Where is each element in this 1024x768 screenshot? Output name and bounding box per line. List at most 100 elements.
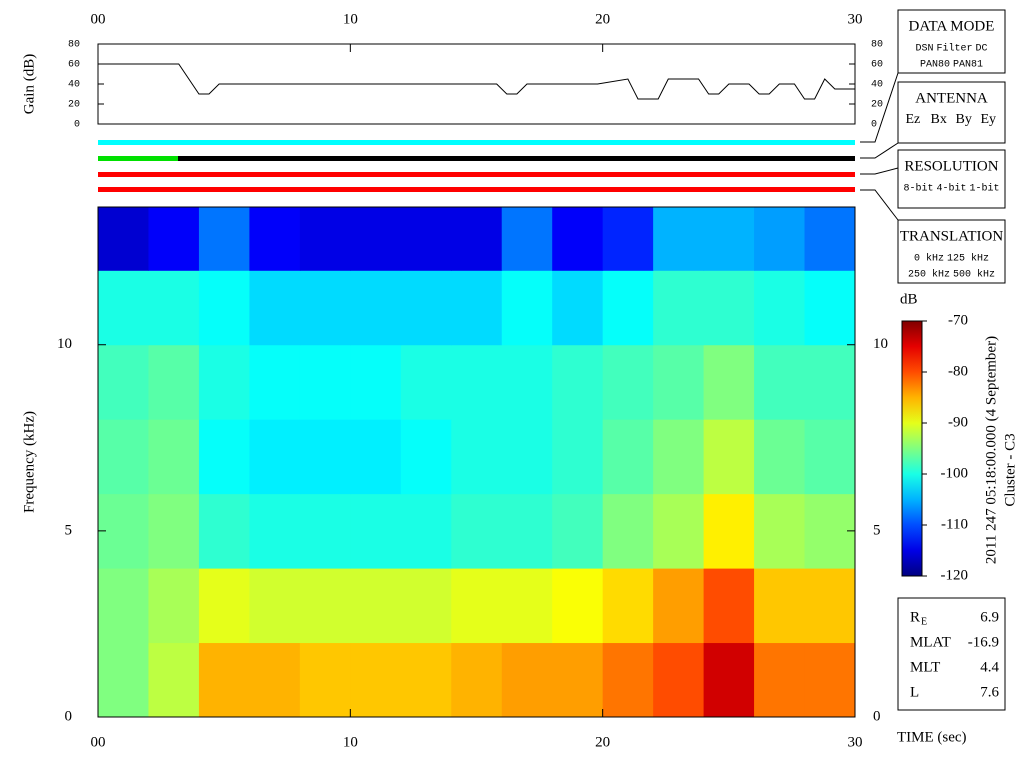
status-bar xyxy=(98,187,855,192)
heat-cell xyxy=(552,642,604,718)
heat-cell xyxy=(754,493,806,569)
heat-cell xyxy=(249,419,301,495)
x-tick-label: 10 xyxy=(343,11,358,27)
panel-title: TRANSLATION xyxy=(900,228,1003,244)
x-axis-label: TIME (sec) xyxy=(897,729,967,745)
panel-title: RESOLUTION xyxy=(904,158,998,174)
gain-line xyxy=(98,63,855,100)
heat-cell xyxy=(350,493,402,569)
y-tick-label: 0 xyxy=(871,120,877,131)
heat-cell xyxy=(653,419,705,495)
panel-item: 1-bit xyxy=(970,183,1000,195)
heat-cell xyxy=(552,344,604,420)
heat-cell xyxy=(249,642,301,718)
heat-cell xyxy=(653,207,705,271)
heat-cell xyxy=(198,344,250,420)
colorbar-tick-label: -80 xyxy=(948,363,968,379)
panel-item: 500 kHz xyxy=(953,269,995,281)
status-bar xyxy=(98,156,178,161)
heat-cell xyxy=(653,642,705,718)
heat-cell xyxy=(299,568,351,644)
heat-cell xyxy=(451,419,503,495)
heat-cell xyxy=(501,493,553,569)
heat-cell xyxy=(249,493,301,569)
heat-cell xyxy=(754,642,806,718)
status-bar xyxy=(98,140,855,145)
panel-item: DC xyxy=(976,44,988,55)
y-tick-label: 80 xyxy=(871,40,883,51)
heat-cell xyxy=(148,642,200,718)
y-tick-label: 20 xyxy=(68,100,80,111)
info-value: 4.4 xyxy=(980,659,999,675)
x-tick-label: 00 xyxy=(91,11,106,27)
heat-cell xyxy=(552,207,604,271)
heat-cell xyxy=(98,493,149,569)
panel-item: By xyxy=(956,112,972,127)
colorbar-tick-label: -90 xyxy=(948,414,968,430)
heat-cell xyxy=(299,270,351,346)
heat-cell xyxy=(249,568,301,644)
heat-cell xyxy=(98,344,149,420)
y-tick-label: 5 xyxy=(65,522,73,538)
heat-cell xyxy=(804,419,856,495)
panel xyxy=(897,219,1006,284)
x-tick-label: 30 xyxy=(848,734,863,750)
heat-cell xyxy=(350,642,402,718)
info-value: 7.6 xyxy=(980,684,999,700)
heat-cell xyxy=(552,568,604,644)
heat-cell xyxy=(148,568,200,644)
panel-title: DATA MODE xyxy=(909,18,995,34)
heat-cell xyxy=(653,270,705,346)
heat-cell xyxy=(198,419,250,495)
heat-cell xyxy=(703,344,755,420)
x-tick-label: 20 xyxy=(595,734,610,750)
heat-cell xyxy=(148,344,200,420)
heat-cell xyxy=(451,344,503,420)
panel xyxy=(897,149,1006,209)
heat-cell xyxy=(703,419,755,495)
heat-cell xyxy=(602,207,654,271)
panel-item: 8-bit xyxy=(904,183,934,195)
heat-cell xyxy=(451,642,503,718)
spacecraft: Cluster - C3 xyxy=(1002,433,1018,506)
y-axis-label: Gain (dB) xyxy=(21,54,37,114)
heat-cell xyxy=(602,493,654,569)
y-tick-label: 0 xyxy=(873,708,881,724)
y-tick-label: 0 xyxy=(74,120,80,131)
heat-cell xyxy=(804,642,856,718)
heat-cell xyxy=(754,270,806,346)
panel-item: Ey xyxy=(981,112,997,127)
heat-cell xyxy=(501,344,553,420)
heat-cell xyxy=(501,419,553,495)
plot-frame xyxy=(97,206,856,718)
heat-cell xyxy=(451,270,503,346)
heat-cell xyxy=(350,568,402,644)
colorbar-tick-label: -110 xyxy=(941,516,968,532)
panel-item: 0 kHz xyxy=(914,253,944,265)
heat-cell xyxy=(299,344,351,420)
x-tick-label: 20 xyxy=(595,11,610,27)
status-bar xyxy=(98,172,855,177)
panel xyxy=(897,9,1006,74)
heat-cell xyxy=(703,568,755,644)
heat-cell xyxy=(451,207,503,271)
x-tick-label: 30 xyxy=(848,11,863,27)
info-label: MLT xyxy=(910,659,940,675)
heat-cell xyxy=(501,642,553,718)
heat-cell xyxy=(400,642,452,718)
heat-cell xyxy=(804,568,856,644)
heat-cell xyxy=(552,493,604,569)
heat-cell xyxy=(98,568,149,644)
heat-cell xyxy=(249,270,301,346)
heat-cell xyxy=(249,207,301,271)
heat-cell xyxy=(98,642,149,718)
heat-cell xyxy=(804,344,856,420)
info-value: 6.9 xyxy=(980,609,999,625)
colorbar-label: dB xyxy=(900,291,918,307)
status-bar xyxy=(178,156,855,161)
panel-item: PAN81 xyxy=(953,60,983,71)
heat-cell xyxy=(804,270,856,346)
heat-cell xyxy=(804,207,856,271)
heat-cell xyxy=(703,270,755,346)
heat-cell xyxy=(98,207,149,271)
